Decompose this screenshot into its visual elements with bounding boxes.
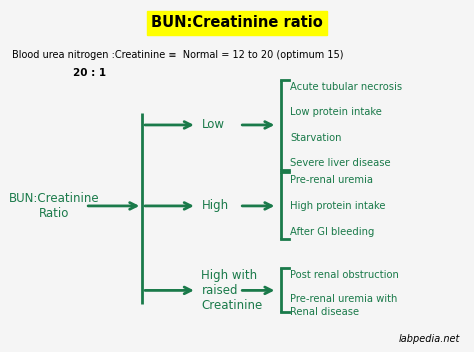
Text: Severe liver disease: Severe liver disease [290,158,391,168]
Text: Pre-renal uremia with
Renal disease: Pre-renal uremia with Renal disease [290,294,398,316]
Text: labpedia.net: labpedia.net [399,334,460,344]
Text: High with
raised
Creatinine: High with raised Creatinine [201,269,263,312]
Text: Low: Low [201,119,225,131]
Text: 20 : 1: 20 : 1 [73,68,107,78]
Text: BUN:Creatinine
Ratio: BUN:Creatinine Ratio [9,192,100,220]
Text: Blood urea nitrogen :Creatinine ≡  Normal = 12 to 20 (optimum 15): Blood urea nitrogen :Creatinine ≡ Normal… [12,50,343,59]
Text: After GI bleeding: After GI bleeding [290,227,374,237]
Text: High protein intake: High protein intake [290,201,385,211]
Text: Post renal obstruction: Post renal obstruction [290,270,399,281]
Text: Pre-renal uremia: Pre-renal uremia [290,175,373,184]
Text: High: High [201,200,228,212]
Text: Starvation: Starvation [290,133,342,143]
Text: Low protein intake: Low protein intake [290,107,382,117]
Text: Acute tubular necrosis: Acute tubular necrosis [290,82,402,92]
Text: BUN:Creatinine ratio: BUN:Creatinine ratio [151,15,323,30]
